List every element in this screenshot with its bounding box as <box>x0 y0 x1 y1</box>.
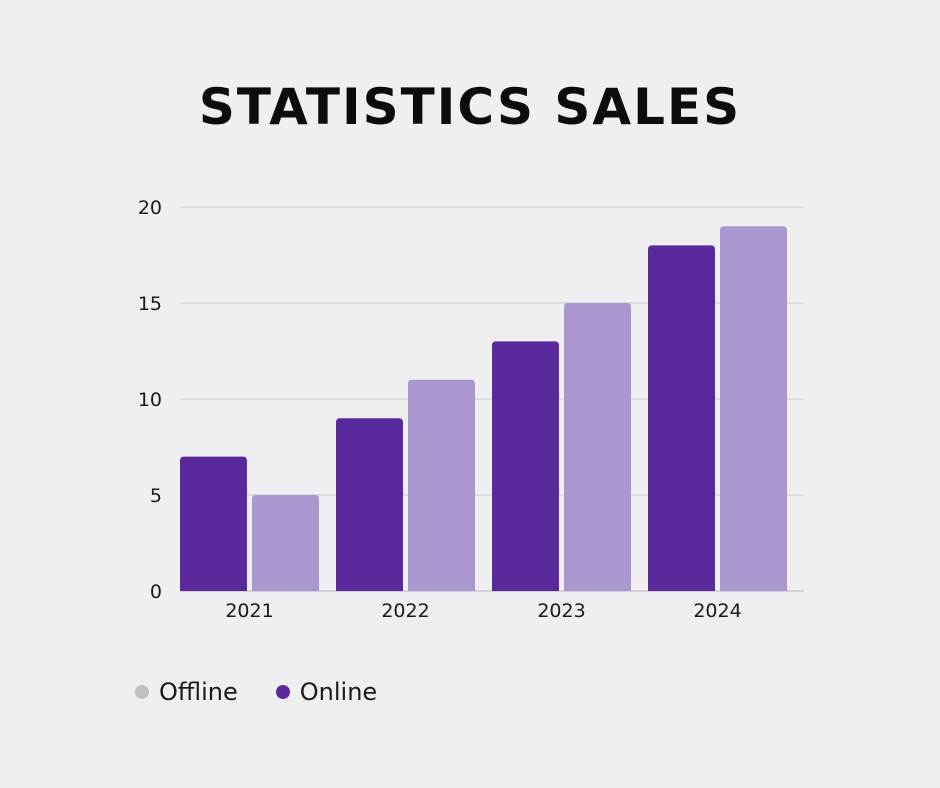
bars <box>180 226 787 591</box>
legend-swatch-online <box>275 685 290 699</box>
bar-online-2022[interactable] <box>336 418 403 591</box>
x-axis-ticks: 2021 2022 2023 2024 <box>225 600 741 622</box>
x-tick-label: 2021 <box>225 600 273 622</box>
legend-item-online[interactable]: Online <box>275 678 378 706</box>
x-tick-label: 2024 <box>693 600 741 622</box>
legend: Offline Online <box>135 678 415 706</box>
y-tick-label: 15 <box>138 293 162 315</box>
bar-offline-2021[interactable] <box>252 495 319 591</box>
chart-title: STATISTICS SALES <box>198 78 742 136</box>
bar-online-2024[interactable] <box>648 245 715 591</box>
x-tick-label: 2022 <box>381 600 429 622</box>
bar-online-2021[interactable] <box>180 456 247 591</box>
y-tick-label: 5 <box>150 485 162 507</box>
legend-label-online: Online <box>299 678 378 706</box>
legend-label-offline: Offline <box>159 678 238 706</box>
y-tick-label: 0 <box>150 581 162 603</box>
x-tick-label: 2023 <box>537 600 585 622</box>
bar-offline-2024[interactable] <box>720 226 787 591</box>
y-tick-label: 10 <box>138 389 162 411</box>
y-tick-label: 20 <box>138 197 162 219</box>
legend-swatch-offline <box>135 685 149 699</box>
bar-online-2023[interactable] <box>492 341 559 591</box>
y-axis-ticks: 0 5 10 15 20 <box>138 197 162 603</box>
bar-chart: 0 5 10 15 20 2021 2022 2023 2024 <box>138 197 804 622</box>
legend-item-offline[interactable]: Offline <box>135 678 238 706</box>
bar-offline-2023[interactable] <box>564 303 631 591</box>
bar-offline-2022[interactable] <box>408 379 475 591</box>
